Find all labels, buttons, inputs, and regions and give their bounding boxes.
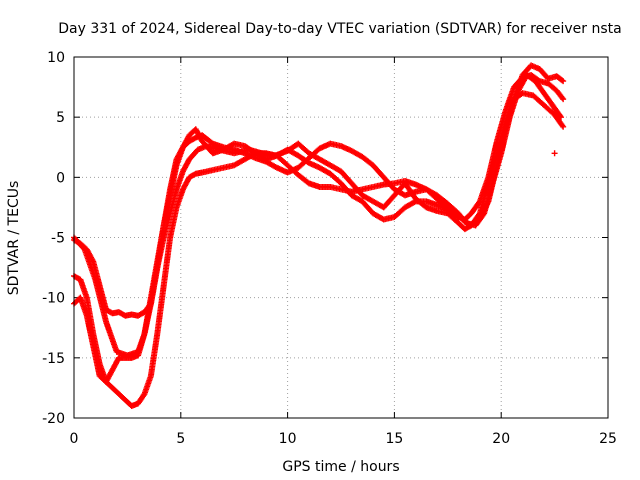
y-tick-label: -20 [42,411,65,427]
x-tick-label: 0 [70,431,79,447]
axis-ticks: 0 5 10 15 20 25 -20 -15 -10 -5 0 5 10 [42,50,617,447]
x-axis-label: GPS time / hours [282,459,399,475]
data-point [551,150,558,157]
data-point [560,78,567,85]
data-point [560,123,567,130]
y-tick-label: -10 [42,291,65,307]
data-point [558,114,565,121]
data-point [146,301,153,308]
y-tick-label: 10 [47,50,65,66]
series-isolated-point [551,150,558,157]
data-point [557,112,564,119]
x-tick-label: 15 [385,431,403,447]
data-points [71,62,567,409]
data-point [559,94,566,101]
data-point [559,122,566,129]
data-point [560,96,567,103]
chart-title: Day 331 of 2024, Sidereal Day-to-day VTE… [58,21,621,37]
series-track-4 [71,72,567,319]
x-tick-label: 20 [492,431,510,447]
y-tick-label: 5 [56,110,65,126]
plot-frame [73,56,609,419]
y-tick-label: 0 [56,170,65,186]
y-tick-label: -5 [51,231,65,247]
y-axis-label: SDTVAR / TECUs [6,181,22,296]
x-tick-label: 10 [279,431,297,447]
x-tick-label: 25 [599,431,617,447]
data-point [559,77,566,84]
y-tick-label: -15 [42,351,65,367]
x-tick-label: 5 [176,431,185,447]
